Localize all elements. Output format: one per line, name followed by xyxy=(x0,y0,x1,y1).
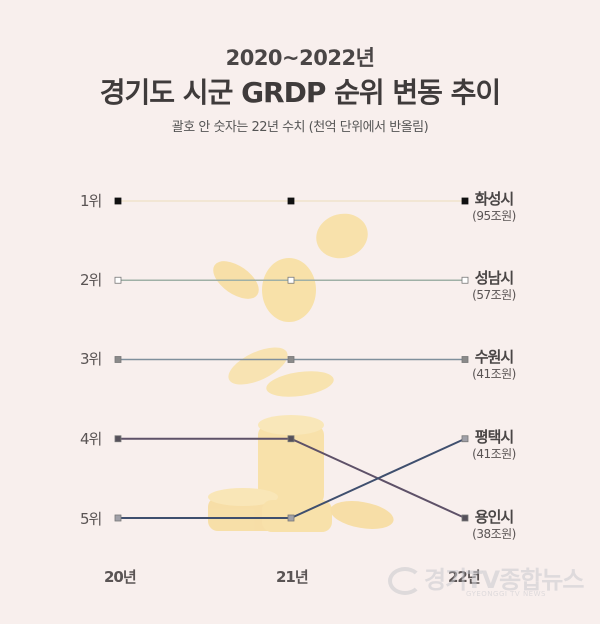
y-tick-rank-4: 4위 xyxy=(80,430,102,448)
y-tick-rank-3: 3위 xyxy=(80,350,102,368)
data-point-marker xyxy=(114,197,122,205)
series-markers xyxy=(114,197,469,522)
data-point-marker xyxy=(461,435,469,443)
x-tick-year-20: 20년 xyxy=(104,568,137,586)
y-tick-rank-1: 1위 xyxy=(80,192,102,210)
chart-title: 경기도 시군 GRDP 순위 변동 추이 xyxy=(99,76,501,109)
data-point-marker xyxy=(114,356,122,363)
data-point-marker xyxy=(114,435,122,443)
data-point-marker xyxy=(287,276,295,284)
city-name: 수원시 xyxy=(474,348,514,366)
data-point-marker xyxy=(287,356,295,363)
data-point-marker xyxy=(287,197,295,205)
data-point-marker xyxy=(287,514,295,522)
city-grdp-value: (57조원) xyxy=(472,288,516,302)
data-point-marker xyxy=(114,514,122,522)
city-grdp-value: (95조원) xyxy=(472,209,516,223)
city-name: 화성시 xyxy=(474,190,514,208)
data-point-marker xyxy=(461,276,469,284)
period-label: 2020~2022년 xyxy=(225,46,375,70)
y-tick-rank-5: 5위 xyxy=(80,510,102,528)
brand-logo-icon xyxy=(388,567,422,595)
city-name: 성남시 xyxy=(474,269,514,287)
city-label-rank-1: 화성시 (95조원) xyxy=(458,190,530,224)
city-grdp-value: (41조원) xyxy=(472,447,516,461)
data-point-marker xyxy=(461,356,469,363)
data-point-marker xyxy=(461,197,469,205)
watermark-brand: 경기TV종합뉴스 xyxy=(424,566,584,594)
city-grdp-value: (38조원) xyxy=(472,527,516,541)
data-point-marker xyxy=(461,514,469,522)
city-label-rank-4: 평택시 (41조원) xyxy=(458,428,530,462)
x-tick-year-22: 22년 xyxy=(448,568,481,586)
city-grdp-value: (41조원) xyxy=(472,367,516,381)
data-point-marker xyxy=(114,276,122,284)
title-block: 2020~2022년 경기도 시군 GRDP 순위 변동 추이 괄호 안 숫자는… xyxy=(0,44,600,135)
city-label-rank-3: 수원시 (41조원) xyxy=(458,348,530,382)
x-tick-year-21: 21년 xyxy=(276,568,309,586)
coin-illustration xyxy=(208,213,394,532)
watermark-sub: GYEONGGI TV NEWS xyxy=(466,590,546,598)
chart-note: 괄호 안 숫자는 22년 수치 (천억 단위에서 반올림) xyxy=(171,120,429,135)
city-name: 평택시 xyxy=(474,428,514,446)
city-label-rank-5: 용인시 (38조원) xyxy=(458,508,530,542)
y-tick-rank-2: 2위 xyxy=(80,271,102,289)
city-name: 용인시 xyxy=(474,508,514,526)
city-label-rank-2: 성남시 (57조원) xyxy=(458,269,530,303)
watermark: 경기TV종합뉴스 GYEONGGI TV NEWS xyxy=(388,560,584,598)
data-point-marker xyxy=(287,435,295,443)
